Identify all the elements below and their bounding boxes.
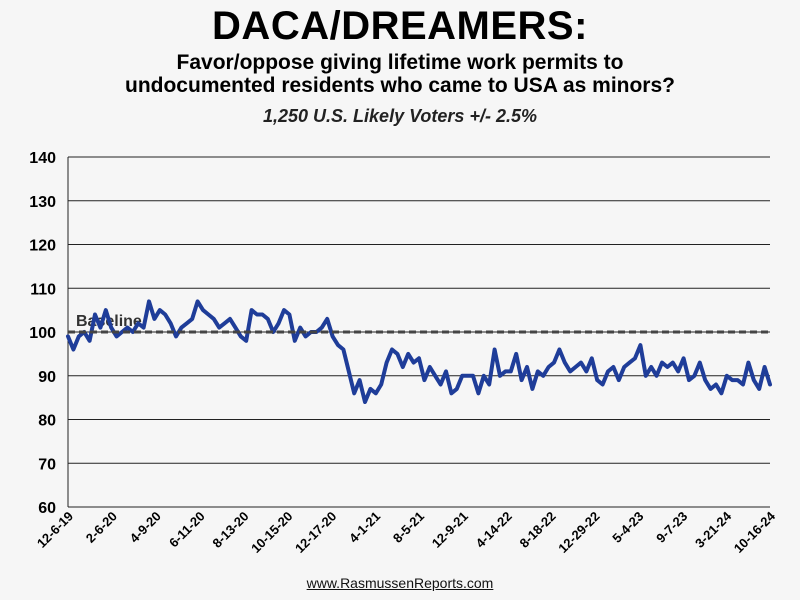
x-tick-label: 10-16-24 (731, 508, 779, 556)
x-tick-label: 4-14-22 (473, 509, 515, 551)
x-tick-label: 12-17-20 (292, 509, 339, 556)
x-axis-ticks: 12-6-19 2-6-20 4-9-20 6-11-20 8-13-2010-15-2… (34, 508, 779, 556)
y-tick-label: 80 (38, 413, 56, 430)
y-tick-label: 110 (30, 281, 56, 298)
x-tick-label: 12-29-22 (555, 509, 602, 556)
x-tick-label: 4-9-20 (127, 509, 164, 546)
chart-subtitle: Favor/oppose giving lifetime work permit… (0, 51, 800, 97)
x-tick-label: 3-21-24 (692, 508, 735, 551)
y-tick-label: 90 (38, 369, 56, 386)
y-axis-ticks: 60 70 80 90 100 110 120 130 140 (29, 150, 56, 517)
x-tick-label: 9-7-23 (653, 509, 690, 546)
x-tick-label: 5-4-23 (609, 509, 646, 546)
series-group (66, 299, 772, 404)
y-tick-label: 140 (29, 150, 56, 167)
y-tick-label: 70 (38, 456, 56, 473)
x-tick-label: 6-11-20 (166, 509, 208, 551)
y-tick-label: 60 (38, 500, 56, 517)
chart-title: DACA/DREAMERS: (212, 4, 588, 48)
x-tick-label: 8-18-22 (516, 509, 558, 551)
chart-subtitle-line-2: undocumented residents who came to USA a… (125, 74, 675, 97)
x-tick-label: 12-9-21 (429, 509, 471, 551)
source-link[interactable]: www.RasmussenReports.com (306, 575, 494, 591)
y-tick-label: 130 (29, 194, 56, 211)
x-tick-label: 4-1-21 (346, 509, 383, 546)
x-tick-label: 8-13-20 (209, 509, 251, 551)
y-tick-label: 100 (29, 325, 56, 342)
x-tick-label: 10-15-20 (248, 509, 295, 556)
series-line-0 (66, 299, 772, 404)
y-tick-label: 120 (29, 238, 56, 255)
x-tick-label: 8-5-21 (390, 509, 427, 546)
sample-size-label: 1,250 U.S. Likely Voters +/- 2.5% (263, 106, 537, 126)
x-tick-label: 2-6-20 (83, 509, 120, 546)
chart-subtitle-line-1: Favor/oppose giving lifetime work permit… (176, 51, 624, 74)
